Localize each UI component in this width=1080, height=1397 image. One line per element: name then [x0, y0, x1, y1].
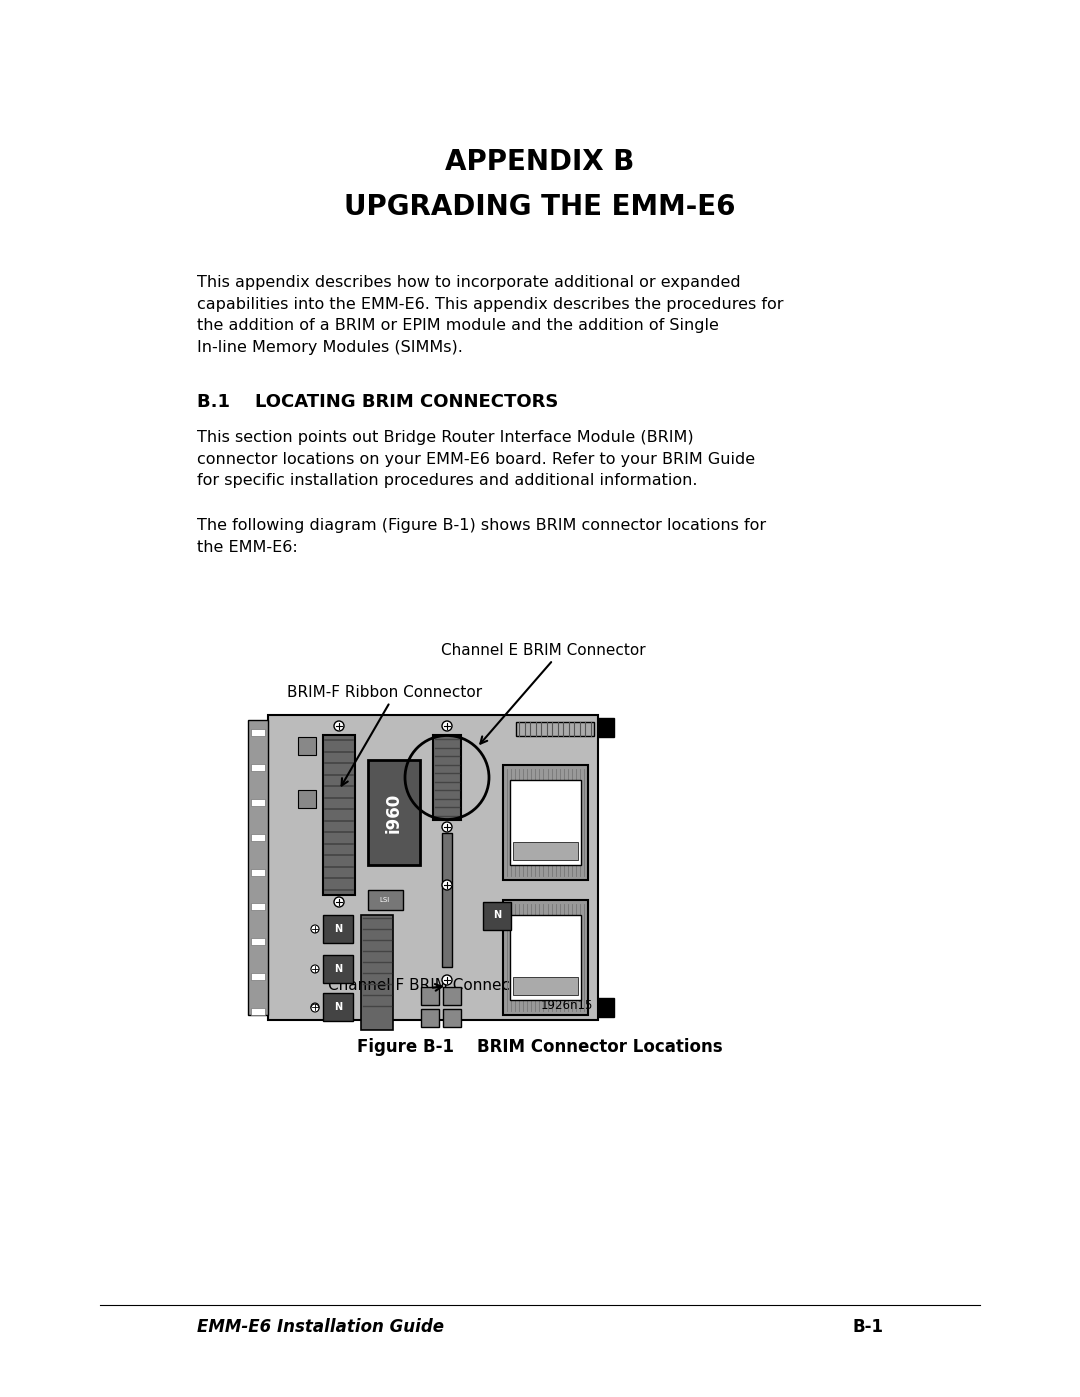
Bar [268, 715, 598, 1020]
Circle shape [442, 975, 453, 985]
Text: i960: i960 [384, 792, 403, 833]
Text: N: N [334, 1002, 342, 1011]
Bar [503, 900, 588, 1016]
Bar [323, 993, 353, 1021]
Text: Channel E BRIM Connector: Channel E BRIM Connector [441, 643, 646, 658]
Text: N: N [334, 923, 342, 935]
Text: 1926n15: 1926n15 [541, 999, 593, 1011]
Bar [483, 902, 511, 930]
Text: Channel F BRIM Connector: Channel F BRIM Connector [328, 978, 531, 993]
Circle shape [311, 1003, 319, 1011]
Bar [598, 997, 615, 1017]
Bar [510, 915, 581, 1000]
Text: This section points out Bridge Router Interface Module (BRIM)
connector location: This section points out Bridge Router In… [197, 430, 755, 488]
Text: LSI: LSI [380, 897, 390, 902]
Bar [368, 760, 420, 865]
Bar [442, 833, 453, 967]
Text: UPGRADING THE EMM-E6: UPGRADING THE EMM-E6 [345, 193, 735, 221]
Text: BRIM-F Ribbon Connector: BRIM-F Ribbon Connector [287, 685, 483, 700]
Bar [251, 729, 265, 736]
Text: N: N [492, 909, 501, 921]
Bar [368, 890, 403, 909]
Bar [513, 842, 578, 861]
Bar [251, 939, 265, 946]
Text: N: N [334, 964, 342, 974]
Bar [323, 915, 353, 943]
Bar [251, 974, 265, 981]
Bar [251, 904, 265, 911]
Bar [298, 789, 316, 807]
Bar [516, 722, 594, 736]
Text: B-1: B-1 [852, 1317, 883, 1336]
Circle shape [334, 897, 345, 907]
Bar [251, 834, 265, 841]
Text: Figure B-1    BRIM Connector Locations: Figure B-1 BRIM Connector Locations [357, 1038, 723, 1056]
Circle shape [334, 721, 345, 731]
Circle shape [311, 1004, 319, 1011]
Circle shape [442, 721, 453, 731]
Bar [251, 764, 265, 771]
Text: APPENDIX B: APPENDIX B [445, 148, 635, 176]
Circle shape [442, 880, 453, 890]
Text: EMM-E6 Installation Guide: EMM-E6 Installation Guide [197, 1317, 444, 1336]
Circle shape [311, 925, 319, 933]
Bar [510, 780, 581, 865]
Bar [503, 766, 588, 880]
Bar [323, 956, 353, 983]
Bar [443, 988, 461, 1004]
Bar [513, 977, 578, 995]
Bar [443, 1009, 461, 1027]
Bar [421, 988, 438, 1004]
Circle shape [311, 965, 319, 972]
Bar [323, 735, 355, 895]
Bar [251, 1009, 265, 1016]
Text: This appendix describes how to incorporate additional or expanded
capabilities i: This appendix describes how to incorpora… [197, 275, 783, 355]
Bar [421, 1009, 438, 1027]
Text: The following diagram (Figure B-1) shows BRIM connector locations for
the EMM-E6: The following diagram (Figure B-1) shows… [197, 518, 766, 555]
Bar [298, 738, 316, 754]
Bar [248, 719, 268, 1016]
Bar [361, 915, 393, 1030]
Text: B.1    LOCATING BRIM CONNECTORS: B.1 LOCATING BRIM CONNECTORS [197, 393, 558, 411]
Bar [251, 799, 265, 806]
Bar [251, 869, 265, 876]
Circle shape [442, 821, 453, 833]
Bar [598, 718, 615, 738]
Bar [433, 735, 461, 820]
